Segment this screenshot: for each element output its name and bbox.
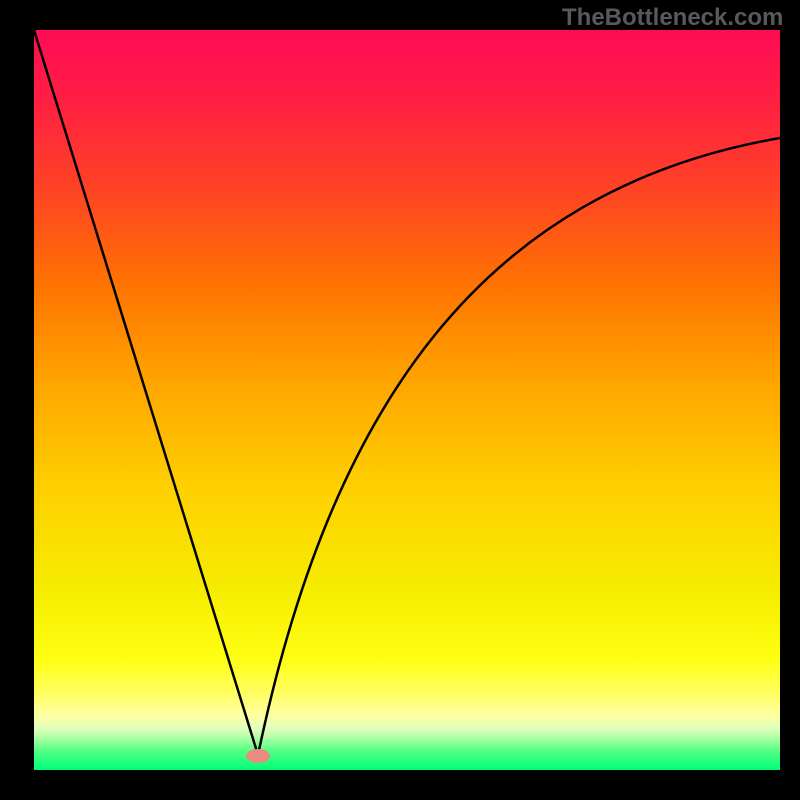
plot-background [34, 30, 780, 770]
watermark-text: TheBottleneck.com [562, 4, 783, 32]
frame-right [780, 0, 800, 800]
frame-left [0, 0, 34, 800]
minimum-marker [246, 749, 270, 763]
chart-svg [0, 0, 800, 800]
frame-bottom [0, 770, 800, 800]
